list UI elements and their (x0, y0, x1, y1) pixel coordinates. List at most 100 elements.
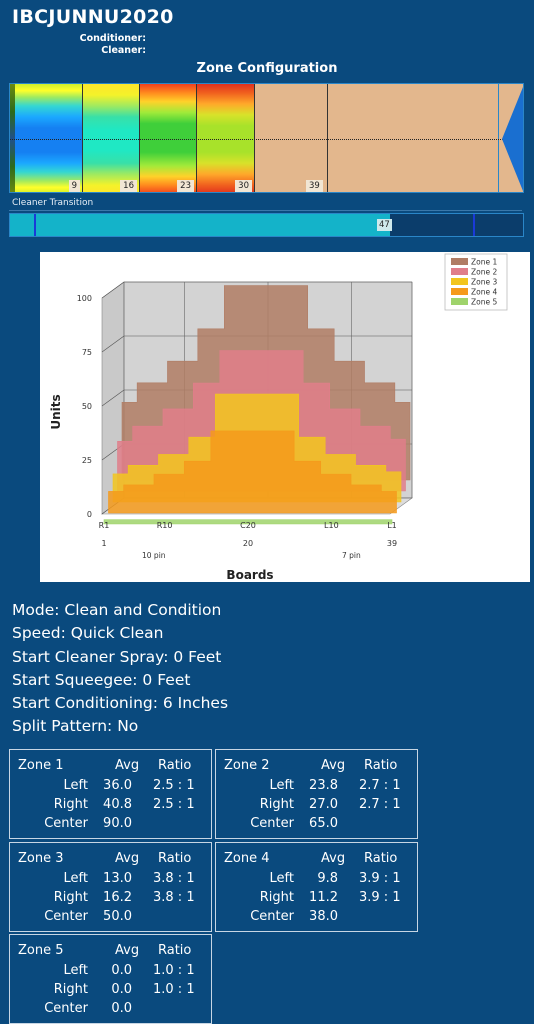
zone-stat-right-avg: 0.0 (111, 982, 132, 997)
chart-gridline (101, 389, 125, 407)
zone-stat-zone-name: Zone 2 (224, 758, 270, 773)
zone-divider (82, 84, 83, 192)
zone-stat-right-label: Right (53, 982, 88, 997)
zone-configuration-lane: 9 16 23 30 39 (9, 83, 524, 193)
oil-pattern-chart-svg: 0 25 50 75 100 R1 R10 C20 L10 L1 1 20 39 10 pin 7 pin B… (49, 253, 508, 582)
oil-pattern-chart: 0 25 50 75 100 R1 R10 C20 L10 L1 1 20 39 10 pin 7 pin B… (40, 252, 530, 582)
x-tick-label: L10 (324, 521, 339, 530)
x-tick-label: R1 (99, 521, 110, 530)
zone-stat-left-label: Left (63, 871, 88, 886)
zone-stat-zone-name: Zone 5 (18, 943, 64, 958)
cleaner-label: Cleaner: (101, 45, 146, 56)
x-board-number: 39 (387, 539, 397, 548)
foul-line (498, 84, 499, 192)
zone-stat-right-label: Right (259, 797, 294, 812)
legend-swatch (451, 288, 468, 295)
cleaner-transition-bar: 47 (9, 213, 524, 237)
x-board-number: 1 (101, 539, 106, 548)
setting-start-conditioning: Start Conditioning: 6 Inches (12, 694, 229, 713)
x-board-number: 20 (243, 539, 253, 548)
setting-mode: Mode: Clean and Condition (12, 601, 222, 619)
zone-block-label-1: 9 (68, 180, 80, 192)
zone-stat-avg-header: Avg (321, 758, 346, 773)
zone-block-label-3: 23 (177, 180, 194, 192)
legend-swatch (451, 258, 468, 265)
zone-divider (196, 84, 197, 192)
zone-stat-right-label: Right (53, 797, 88, 812)
x-tick-label: R10 (157, 521, 173, 530)
zone-block-4: 30 (196, 84, 254, 192)
y-tick-label: 25 (82, 456, 92, 465)
y-tick-label: 50 (82, 402, 92, 411)
cleaner-transition-divider (9, 210, 522, 211)
zone-stat-center-avg: 50.0 (103, 909, 132, 924)
y-axis-title: Units (49, 394, 63, 429)
pin-label: 7 pin (342, 551, 361, 560)
legend-label: Zone 4 (471, 288, 497, 297)
zone-stat-zone-name: Zone 1 (18, 758, 64, 773)
zone-stat-right-ratio: 3.8 : 1 (153, 890, 195, 905)
zone-stat-right-avg: 40.8 (103, 797, 132, 812)
legend-label: Zone 3 (471, 278, 497, 287)
zone-stat-ratio-header: Ratio (364, 851, 398, 866)
zone-stat-left-avg: 9.8 (317, 871, 338, 886)
pattern-title: IBCJUNNU2020 (12, 6, 174, 28)
zone-stat-left-label: Left (269, 778, 294, 793)
zone-configuration-title: Zone Configuration (196, 61, 338, 76)
zone-stat-left-label: Left (269, 871, 294, 886)
zone-block-3: 23 (139, 84, 196, 192)
y-tick-label: 75 (82, 348, 92, 357)
zone-stats-box: Zone 2 Avg Ratio Left 23.8 2.7 : 1 Right 27.0 2.… (215, 749, 418, 839)
lane-center-line (10, 139, 523, 140)
zone-block-2: 16 (82, 84, 139, 192)
zone-stat-avg-header: Avg (115, 851, 140, 866)
zone-divider (254, 84, 255, 192)
zone-stat-zone-name: Zone 3 (18, 851, 64, 866)
zone-stat-right-ratio: 2.7 : 1 (359, 797, 401, 812)
zone-stat-right-avg: 11.2 (309, 890, 338, 905)
legend-label: Zone 1 (471, 258, 497, 267)
zone-stat-left-avg: 23.8 (309, 778, 338, 793)
zone-stat-left-ratio: 2.7 : 1 (359, 778, 401, 793)
zone-stat-ratio-header: Ratio (158, 943, 192, 958)
cleaner-transition-marker (473, 214, 475, 236)
zone-stat-right-label: Right (259, 890, 294, 905)
zone-block-label-5: 39 (306, 180, 323, 192)
zone-stat-center-avg: 0.0 (111, 1001, 132, 1016)
zone-stat-zone-name: Zone 4 (224, 851, 270, 866)
zone-block-1: 9 (10, 84, 82, 192)
zone-stats-box: Zone 1 Avg Ratio Left 36.0 2.5 : 1 Right 40.8 2.… (9, 749, 212, 839)
legend-label: Zone 5 (471, 298, 497, 307)
zone-stat-right-ratio: 2.5 : 1 (153, 797, 195, 812)
cleaner-transition-marker (34, 214, 36, 236)
zone-stat-right-avg: 27.0 (309, 797, 338, 812)
zone-stat-center-avg: 65.0 (309, 816, 338, 831)
setting-speed: Speed: Quick Clean (12, 624, 164, 643)
zone-stat-center-label: Center (44, 816, 88, 831)
zone-stat-left-ratio: 3.8 : 1 (153, 871, 195, 886)
legend-label: Zone 2 (471, 268, 497, 277)
zone-block-label-4: 30 (235, 180, 252, 192)
conditioner-label: Conditioner: (79, 33, 146, 44)
zone-stat-center-avg: 90.0 (103, 816, 132, 831)
zone-stat-left-label: Left (63, 963, 88, 978)
zone-stat-left-avg: 0.0 (111, 963, 132, 978)
series-area-zone-5 (103, 519, 393, 525)
pin-label: 10 pin (142, 551, 166, 560)
zone-stat-right-avg: 16.2 (103, 890, 132, 905)
chart-gridline (101, 335, 125, 353)
zone-stat-avg-header: Avg (321, 851, 346, 866)
x-tick-label: L1 (387, 521, 397, 530)
zone-stat-ratio-header: Ratio (158, 851, 192, 866)
zone-divider (139, 84, 140, 192)
y-tick-label: 100 (77, 294, 92, 303)
zone-stat-left-avg: 36.0 (103, 778, 132, 793)
setting-start-cleaner-spray: Start Cleaner Spray: 0 Feet (12, 647, 222, 666)
zone-stat-avg-header: Avg (115, 758, 140, 773)
zone-stat-center-label: Center (44, 909, 88, 924)
zone-stat-left-avg: 13.0 (103, 871, 132, 886)
legend-swatch (451, 278, 468, 285)
setting-split-pattern: Split Pattern: No (12, 717, 139, 736)
chart-gridline (101, 281, 125, 299)
zone-divider (327, 84, 328, 192)
